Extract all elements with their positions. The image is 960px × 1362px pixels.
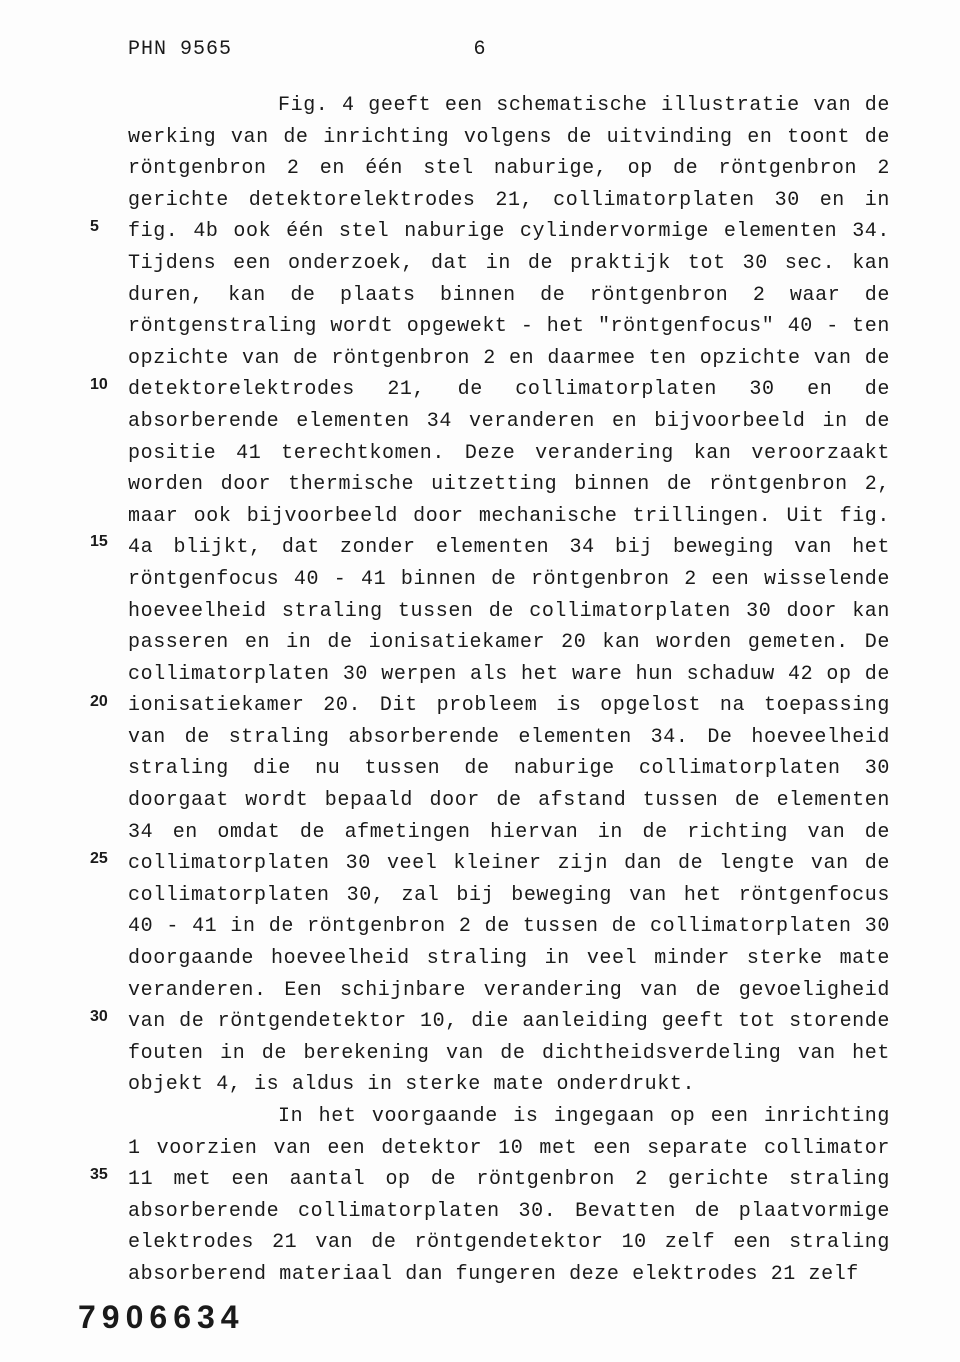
document-stamp-number: 7906634 <box>78 1299 245 1336</box>
line-number: 15 <box>90 533 108 551</box>
line-number: 20 <box>90 693 108 711</box>
document-id: PHN 9565 <box>128 38 232 61</box>
body-text: Fig. 4 geeft een schematische illustrati… <box>128 90 890 1291</box>
line-number: 10 <box>90 376 108 394</box>
line-number: 5 <box>90 218 99 236</box>
page: PHN 9565 6 5 10 15 20 25 30 35 Fig. 4 geeft ee… <box>0 0 960 1362</box>
line-number: 25 <box>90 850 108 868</box>
line-number: 30 <box>90 1008 108 1026</box>
paragraph: In het voorgaande is ingegaan op een inr… <box>128 1101 890 1291</box>
paragraph: Fig. 4 geeft een schematische illustrati… <box>128 90 890 1101</box>
line-number: 35 <box>90 1166 108 1184</box>
page-number: 6 <box>473 38 486 61</box>
